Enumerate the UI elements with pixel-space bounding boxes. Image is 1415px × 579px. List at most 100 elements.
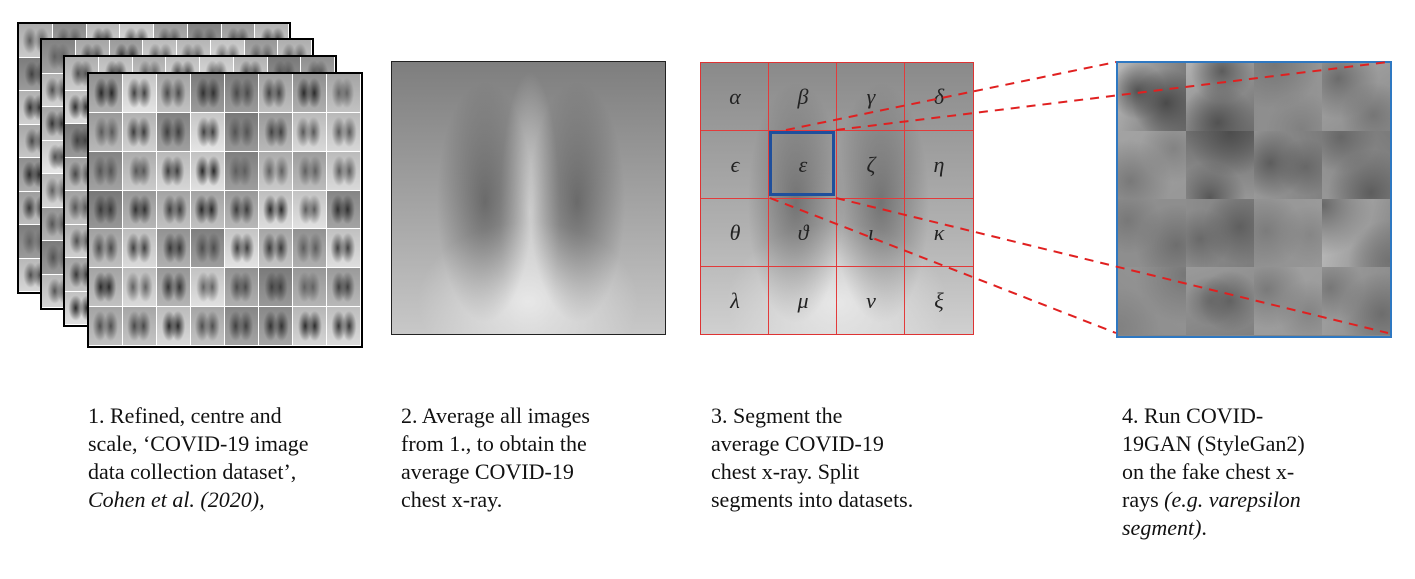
xray-thumbnail — [293, 307, 326, 345]
gan-sample-tile — [1118, 131, 1186, 199]
xray-thumbnail — [327, 307, 360, 345]
caption-line: 19GAN (StyleGan2) — [1122, 431, 1305, 456]
xray-thumbnail — [225, 307, 258, 345]
segment-label: κ — [933, 220, 945, 245]
caption-line: 4. Run COVID- — [1122, 403, 1264, 428]
segment-label: ν — [866, 288, 876, 313]
xray-thumbnail — [191, 190, 224, 229]
caption-example: segment) — [1122, 515, 1202, 540]
gan-sample-tile — [1118, 199, 1186, 267]
xray-thumbnail — [259, 307, 292, 345]
xray-thumbnail — [123, 307, 156, 345]
xray-thumbnail — [157, 268, 190, 307]
xray-thumbnail — [259, 74, 292, 112]
caption-line: on the fake chest x- — [1122, 459, 1295, 484]
xray-thumbnail — [225, 229, 258, 268]
xray-thumbnail — [191, 268, 224, 307]
gan-sample-tile — [1322, 131, 1390, 199]
xray-thumbnail — [89, 112, 122, 151]
xray-thumbnail — [225, 112, 258, 151]
segment-label: γ — [866, 84, 876, 109]
xray-thumbnail — [191, 307, 224, 345]
segment-label: η — [933, 152, 945, 177]
xray-thumbnail — [89, 74, 122, 112]
xray-thumbnail — [157, 74, 190, 112]
caption-line: average COVID-19 — [711, 431, 884, 456]
xray-thumbnail — [293, 229, 326, 268]
segment-label: λ — [730, 288, 740, 313]
segment-label: ϑ — [797, 220, 809, 245]
xray-thumbnail — [123, 229, 156, 268]
segment-label: ε — [798, 152, 808, 177]
gan-sample-tile — [1186, 63, 1254, 131]
xray-thumbnail — [191, 151, 224, 190]
caption-line: rays (e.g. varepsilon — [1122, 486, 1382, 514]
xray-thumbnail — [259, 112, 292, 151]
step-1-caption: 1. Refined, centre and scale, ‘COVID-19 … — [88, 402, 378, 514]
xray-thumbnail — [157, 190, 190, 229]
xray-thumbnail — [157, 112, 190, 151]
xray-thumbnail — [327, 229, 360, 268]
caption-line: average COVID-19 — [401, 459, 574, 484]
gan-sample-tile — [1186, 131, 1254, 199]
xray-thumbnail — [225, 74, 258, 112]
xray-thumbnail — [123, 112, 156, 151]
segmented-chest-xray: α β γ δ ϵ ε ζ η θ ϑ ι κ λ μ ν ξ — [700, 62, 974, 335]
xray-thumbnail — [327, 112, 360, 151]
caption-line: segments into datasets. — [711, 487, 914, 512]
segment-label: α — [729, 84, 741, 109]
xray-thumbnail — [191, 112, 224, 151]
xray-thumbnail — [157, 229, 190, 268]
xray-thumbnail — [89, 307, 122, 345]
xray-thumbnail — [225, 190, 258, 229]
gan-sample-tile — [1254, 199, 1322, 267]
caption-line: 3. Segment the — [711, 403, 843, 428]
xray-thumbnail — [293, 190, 326, 229]
xray-thumbnail — [157, 151, 190, 190]
xray-thumbnail — [89, 268, 122, 307]
selected-segment-highlight — [769, 131, 835, 196]
xray-thumbnail — [89, 151, 122, 190]
segment-label: ξ — [934, 288, 944, 313]
xray-thumbnail — [293, 268, 326, 307]
gan-output-grid — [1116, 61, 1392, 338]
caption-line: 2. Average all images — [401, 403, 590, 428]
xray-thumbnail — [191, 74, 224, 112]
xray-thumbnail — [123, 151, 156, 190]
segment-label: θ — [729, 220, 741, 245]
xray-thumbnail — [157, 307, 190, 345]
gan-sample-tile — [1322, 267, 1390, 335]
average-chest-xray — [391, 61, 666, 335]
xray-thumbnail — [191, 229, 224, 268]
gan-sample-tile — [1186, 199, 1254, 267]
dataset-grid-card-1 — [87, 72, 363, 348]
gan-sample-tile — [1322, 63, 1390, 131]
xray-thumbnail — [123, 268, 156, 307]
gan-sample-tile — [1254, 131, 1322, 199]
caption-line: from 1., to obtain the — [401, 431, 587, 456]
gan-sample-tile — [1118, 63, 1186, 131]
xray-thumbnail — [89, 229, 122, 268]
step-4-caption: 4. Run COVID- 19GAN (StyleGan2) on the f… — [1122, 402, 1382, 542]
xray-thumbnail — [123, 74, 156, 112]
gan-sample-tile — [1254, 267, 1322, 335]
xray-thumbnail — [89, 190, 122, 229]
segment-label: ι — [867, 220, 875, 245]
caption-line: scale, ‘COVID-19 image — [88, 431, 309, 456]
gan-sample-tile — [1322, 199, 1390, 267]
caption-line: chest x-ray. — [401, 487, 503, 512]
caption-citation: Cohen et al. (2020), — [88, 487, 265, 512]
xray-thumbnail — [259, 190, 292, 229]
segment-label: β — [797, 84, 809, 109]
segment-label: δ — [933, 84, 945, 109]
gan-sample-tile — [1118, 267, 1186, 335]
segment-label: ζ — [866, 152, 876, 177]
segment-label: ϵ — [730, 152, 740, 177]
xray-thumbnail — [259, 229, 292, 268]
xray-thumbnail — [293, 112, 326, 151]
caption-line: chest x-ray. Split — [711, 459, 860, 484]
caption-example: (e.g. varepsilon — [1164, 487, 1301, 512]
xray-thumbnail — [293, 151, 326, 190]
xray-thumbnail — [225, 268, 258, 307]
caption-line: 1. Refined, centre and — [88, 403, 282, 428]
